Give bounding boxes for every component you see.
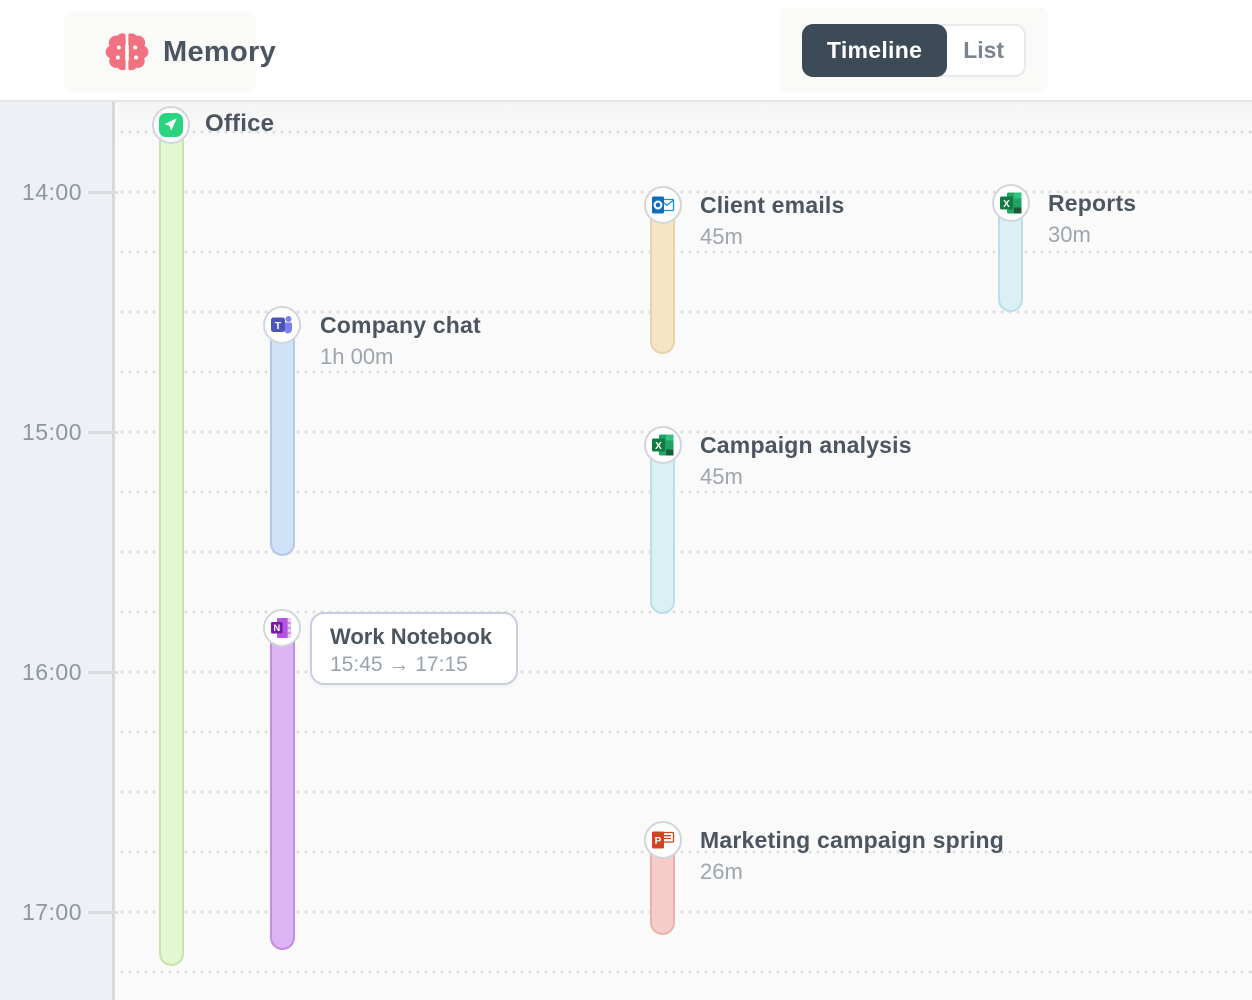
entry-icon-campaign-analysis[interactable]: X: [644, 426, 682, 464]
entry-title: Office: [205, 110, 275, 137]
entry-icon-work-notebook[interactable]: N: [263, 609, 301, 647]
list-tab-button[interactable]: List: [933, 23, 1027, 77]
onenote-icon: N: [271, 618, 291, 638]
hour-tick: [88, 431, 118, 434]
hour-label: 17:00: [21, 899, 82, 925]
svg-text:X: X: [655, 441, 662, 452]
office-location-icon: [159, 113, 183, 137]
svg-text:T: T: [275, 320, 282, 332]
entry-title: Marketing campaign spring: [700, 827, 1005, 853]
hour-label: 16:00: [21, 659, 82, 685]
tooltip-title: Work Notebook: [330, 624, 493, 649]
time-gutter: [0, 102, 115, 1000]
hour-tick: [88, 191, 118, 194]
hour-label: 14:00: [21, 179, 82, 205]
svg-text:P: P: [655, 836, 662, 847]
outlook-icon: [652, 196, 675, 214]
entry-duration: 26m: [700, 859, 743, 884]
hour-tick: [88, 911, 118, 914]
entry-icon-marketing-campaign[interactable]: P: [644, 821, 682, 859]
hour-label: 15:00: [21, 419, 82, 445]
entry-duration: 45m: [700, 464, 743, 489]
view-toggle: Timeline List: [780, 8, 1048, 92]
tooltip-time-range: 15:45 → 17:15: [330, 653, 468, 676]
powerpoint-icon: P: [652, 831, 675, 849]
hour-tick: [88, 671, 118, 674]
app-logo: Memory: [64, 12, 276, 92]
entry-duration: 45m: [700, 224, 743, 249]
excel-icon: X: [1000, 192, 1022, 214]
entry-title: Campaign analysis: [700, 432, 912, 458]
app-name: Memory: [163, 35, 276, 68]
entry-title: Reports: [1048, 190, 1137, 216]
excel-icon: X: [652, 434, 674, 456]
entry-icon-reports[interactable]: X: [992, 184, 1030, 222]
entry-icon-office[interactable]: [152, 106, 190, 144]
entry-icon-company-chat[interactable]: T: [263, 306, 301, 344]
entry-bar-company-chat[interactable]: [270, 308, 295, 556]
app-header: Memory Timeline List: [0, 0, 1252, 102]
svg-text:X: X: [1003, 199, 1010, 210]
entry-duration: 30m: [1048, 222, 1091, 247]
teams-icon: T: [271, 316, 292, 334]
entry-title: Company chat: [320, 312, 481, 338]
timeline-grid: [118, 102, 1252, 1000]
entry-title: Client emails: [700, 192, 845, 218]
entry-tooltip: Work Notebook 15:45 → 17:15: [310, 612, 518, 685]
entry-bar-work-notebook[interactable]: [270, 611, 295, 950]
svg-text:N: N: [273, 623, 280, 634]
timeline-canvas: 14:00 15:00 16:00 17:00 Office T Company…: [0, 102, 1252, 1000]
brain-icon: [105, 33, 149, 71]
entry-duration: 1h 00m: [320, 344, 394, 369]
entry-bar-office[interactable]: [159, 108, 184, 966]
timeline-tab-button[interactable]: Timeline: [801, 23, 948, 77]
entry-icon-client-emails[interactable]: [644, 186, 682, 224]
